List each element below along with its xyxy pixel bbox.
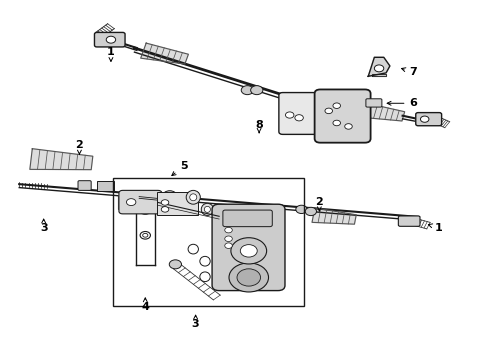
Ellipse shape [204, 206, 210, 212]
FancyBboxPatch shape [223, 210, 272, 227]
Text: 5: 5 [172, 161, 188, 176]
Polygon shape [372, 73, 386, 76]
Text: 7: 7 [402, 67, 417, 77]
Circle shape [163, 191, 177, 201]
Ellipse shape [186, 190, 200, 204]
Ellipse shape [139, 204, 152, 214]
Ellipse shape [190, 194, 197, 201]
Circle shape [296, 205, 307, 213]
Polygon shape [30, 149, 93, 170]
Ellipse shape [143, 233, 148, 237]
Circle shape [161, 200, 169, 205]
Circle shape [241, 86, 253, 95]
Circle shape [225, 236, 232, 242]
Text: 2: 2 [75, 140, 83, 154]
Polygon shape [368, 57, 390, 76]
Circle shape [231, 238, 267, 264]
Circle shape [225, 228, 232, 233]
Circle shape [225, 243, 232, 248]
Polygon shape [119, 195, 142, 210]
Circle shape [161, 207, 169, 212]
Polygon shape [141, 43, 188, 64]
Circle shape [305, 207, 317, 216]
Ellipse shape [188, 244, 198, 254]
FancyBboxPatch shape [95, 32, 125, 47]
Circle shape [106, 36, 116, 43]
FancyBboxPatch shape [315, 89, 370, 143]
Circle shape [169, 260, 181, 269]
Circle shape [126, 199, 136, 206]
Ellipse shape [201, 203, 214, 215]
Text: 4: 4 [141, 298, 149, 312]
Circle shape [420, 116, 429, 122]
Text: 2: 2 [316, 198, 323, 211]
FancyBboxPatch shape [212, 204, 285, 291]
Circle shape [229, 263, 269, 292]
Circle shape [325, 108, 333, 114]
Circle shape [295, 115, 303, 121]
Polygon shape [362, 103, 405, 121]
Bar [157, 192, 198, 215]
Text: 1: 1 [107, 47, 115, 62]
Text: 6: 6 [387, 98, 417, 108]
Circle shape [333, 103, 341, 108]
Text: 8: 8 [255, 120, 263, 132]
Circle shape [240, 245, 257, 257]
FancyBboxPatch shape [119, 190, 162, 214]
Ellipse shape [140, 231, 150, 239]
Circle shape [251, 86, 263, 95]
Polygon shape [312, 208, 356, 224]
FancyBboxPatch shape [366, 99, 382, 107]
Ellipse shape [200, 256, 210, 266]
FancyBboxPatch shape [279, 93, 362, 134]
Circle shape [333, 120, 341, 126]
Circle shape [374, 65, 384, 72]
FancyBboxPatch shape [398, 216, 420, 226]
Circle shape [237, 269, 261, 286]
Text: 3: 3 [192, 315, 199, 329]
FancyBboxPatch shape [416, 113, 441, 126]
Ellipse shape [200, 272, 210, 282]
Circle shape [286, 112, 294, 118]
Circle shape [345, 124, 352, 129]
Text: 1: 1 [428, 223, 442, 233]
FancyBboxPatch shape [78, 181, 91, 190]
Text: 3: 3 [40, 219, 48, 233]
Bar [113, 178, 304, 306]
Circle shape [172, 193, 184, 202]
Ellipse shape [142, 207, 148, 212]
FancyBboxPatch shape [98, 181, 114, 191]
